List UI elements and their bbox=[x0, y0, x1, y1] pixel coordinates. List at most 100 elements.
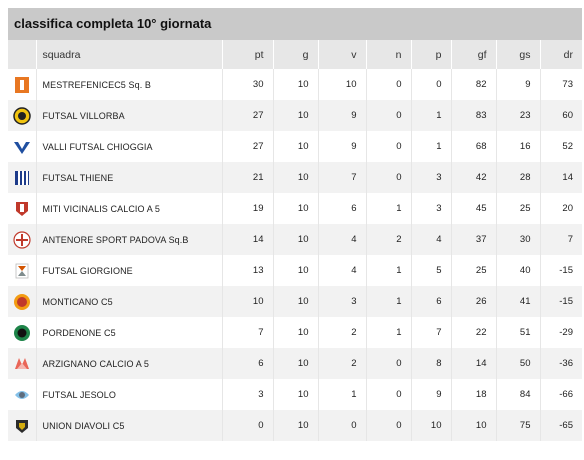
stat-g: 10 bbox=[273, 131, 319, 162]
table-row: MONTICANO C5 10 10 3 1 6 26 41 -15 bbox=[8, 286, 582, 317]
stat-pt: 27 bbox=[222, 131, 274, 162]
header-g: g bbox=[273, 40, 319, 69]
stat-dr: 14 bbox=[562, 172, 573, 183]
stat-v: 0 bbox=[318, 410, 367, 441]
futsal-giorgione-logo bbox=[13, 262, 31, 280]
team-name: PORDENONE C5 bbox=[36, 317, 223, 348]
table-row: PORDENONE C5 7 10 2 1 7 22 51 -29 bbox=[8, 317, 582, 348]
stat-g: 10 bbox=[273, 286, 319, 317]
stat-gf: 25 bbox=[451, 255, 497, 286]
table-row: FUTSAL JESOLO 3 10 1 0 9 18 84 -66 bbox=[8, 379, 582, 410]
table-row: FUTSAL GIORGIONE 13 10 4 1 5 25 40 -15 bbox=[8, 255, 582, 286]
stat-gf: 10 bbox=[451, 410, 497, 441]
header-pt: pt bbox=[222, 40, 274, 69]
miti-vicinalis-logo bbox=[13, 200, 31, 218]
stat-dr: 60 bbox=[562, 110, 573, 121]
team-logo-cell bbox=[8, 224, 37, 255]
team-name: ANTENORE SPORT PADOVA Sq.B bbox=[36, 224, 223, 255]
futsal-villorba-logo bbox=[13, 106, 31, 125]
stat-p: 8 bbox=[411, 348, 452, 379]
team-name: FUTSAL THIENE bbox=[36, 162, 223, 193]
stat-v: 9 bbox=[318, 100, 367, 131]
team-logo-cell bbox=[8, 317, 37, 348]
team-logo-cell bbox=[8, 69, 37, 100]
stat-v: 1 bbox=[318, 379, 367, 410]
header-n: n bbox=[366, 40, 412, 69]
stat-dr: 20 bbox=[562, 203, 573, 214]
stat-n: 0 bbox=[366, 379, 412, 410]
stat-g: 10 bbox=[273, 379, 319, 410]
team-logo-cell bbox=[8, 131, 37, 162]
table-row: FUTSAL THIENE 21 10 7 0 3 42 28 14 bbox=[8, 162, 582, 193]
stat-pt: 6 bbox=[222, 348, 274, 379]
stat-pt: 30 bbox=[222, 69, 274, 100]
stat-g: 10 bbox=[273, 69, 319, 100]
stat-pt: 19 bbox=[222, 193, 274, 224]
stat-gf: 22 bbox=[451, 317, 497, 348]
header-p: p bbox=[411, 40, 452, 69]
table-row: VALLI FUTSAL CHIOGGIA 27 10 9 0 1 68 16 52 bbox=[8, 131, 582, 162]
stat-pt: 27 bbox=[222, 100, 274, 131]
stat-gs: 51 bbox=[496, 317, 541, 348]
stat-gs: 40 bbox=[496, 255, 541, 286]
stat-gf: 18 bbox=[451, 379, 497, 410]
stat-n: 0 bbox=[366, 410, 412, 441]
stat-p: 1 bbox=[411, 100, 452, 131]
stat-v: 9 bbox=[318, 131, 367, 162]
stat-pt: 10 bbox=[222, 286, 274, 317]
stat-gs: 50 bbox=[496, 348, 541, 379]
stat-p: 6 bbox=[411, 286, 452, 317]
stat-gs: 16 bbox=[496, 131, 541, 162]
stat-dr: -15 bbox=[559, 296, 573, 307]
stat-gs: 41 bbox=[496, 286, 541, 317]
stat-gf: 14 bbox=[451, 348, 497, 379]
stat-gs: 84 bbox=[496, 379, 541, 410]
stat-gs: 75 bbox=[496, 410, 541, 441]
stat-gf: 37 bbox=[451, 224, 497, 255]
stat-dr: -66 bbox=[559, 389, 573, 400]
header-logo bbox=[8, 40, 37, 69]
table-row: MESTREFENICEC5 Sq. B 30 10 10 0 0 82 9 73 bbox=[8, 69, 582, 100]
table-row: FUTSAL VILLORBA 27 10 9 0 1 83 23 60 bbox=[8, 100, 582, 131]
stat-p: 3 bbox=[411, 162, 452, 193]
team-name: VALLI FUTSAL CHIOGGIA bbox=[36, 131, 223, 162]
team-logo-cell bbox=[8, 255, 37, 286]
stat-dr: -36 bbox=[559, 358, 573, 369]
stat-pt: 0 bbox=[222, 410, 274, 441]
stat-n: 1 bbox=[366, 286, 412, 317]
stat-p: 5 bbox=[411, 255, 452, 286]
futsal-thiene-logo bbox=[13, 169, 31, 187]
stat-p: 4 bbox=[411, 224, 452, 255]
futsal-jesolo-logo bbox=[13, 386, 31, 404]
stat-dr: 52 bbox=[562, 141, 573, 152]
stat-dr: -65 bbox=[559, 420, 573, 431]
stat-p: 7 bbox=[411, 317, 452, 348]
stat-n: 1 bbox=[366, 317, 412, 348]
stat-dr: 7 bbox=[567, 234, 573, 245]
stat-g: 10 bbox=[273, 100, 319, 131]
team-name: MITI VICINALIS CALCIO A 5 bbox=[36, 193, 223, 224]
header-v: v bbox=[318, 40, 367, 69]
team-name: MESTREFENICEC5 Sq. B bbox=[36, 69, 223, 100]
stat-pt: 13 bbox=[222, 255, 274, 286]
stat-p: 9 bbox=[411, 379, 452, 410]
team-logo-cell bbox=[8, 100, 37, 131]
valli-futsal-chioggia-logo bbox=[13, 138, 31, 156]
stat-g: 10 bbox=[273, 255, 319, 286]
table-row: ANTENORE SPORT PADOVA Sq.B 14 10 4 2 4 37 30 7 bbox=[8, 224, 582, 255]
stat-p: 1 bbox=[411, 131, 452, 162]
team-logo-cell bbox=[8, 379, 37, 410]
header-gs: gs bbox=[496, 40, 541, 69]
stat-n: 0 bbox=[366, 348, 412, 379]
union-diavoli-logo bbox=[13, 417, 31, 435]
stat-v: 6 bbox=[318, 193, 367, 224]
stat-pt: 21 bbox=[222, 162, 274, 193]
stat-gs: 30 bbox=[496, 224, 541, 255]
stat-pt: 7 bbox=[222, 317, 274, 348]
mestre-fenice-logo bbox=[13, 76, 31, 94]
standings-table: squadra pt g v n p gf gs dr MESTREFENICE… bbox=[8, 40, 582, 441]
stat-gs: 9 bbox=[496, 69, 541, 100]
stat-gf: 26 bbox=[451, 286, 497, 317]
table-row: ARZIGNANO CALCIO A 5 6 10 2 0 8 14 50 -36 bbox=[8, 348, 582, 379]
stat-n: 0 bbox=[366, 162, 412, 193]
